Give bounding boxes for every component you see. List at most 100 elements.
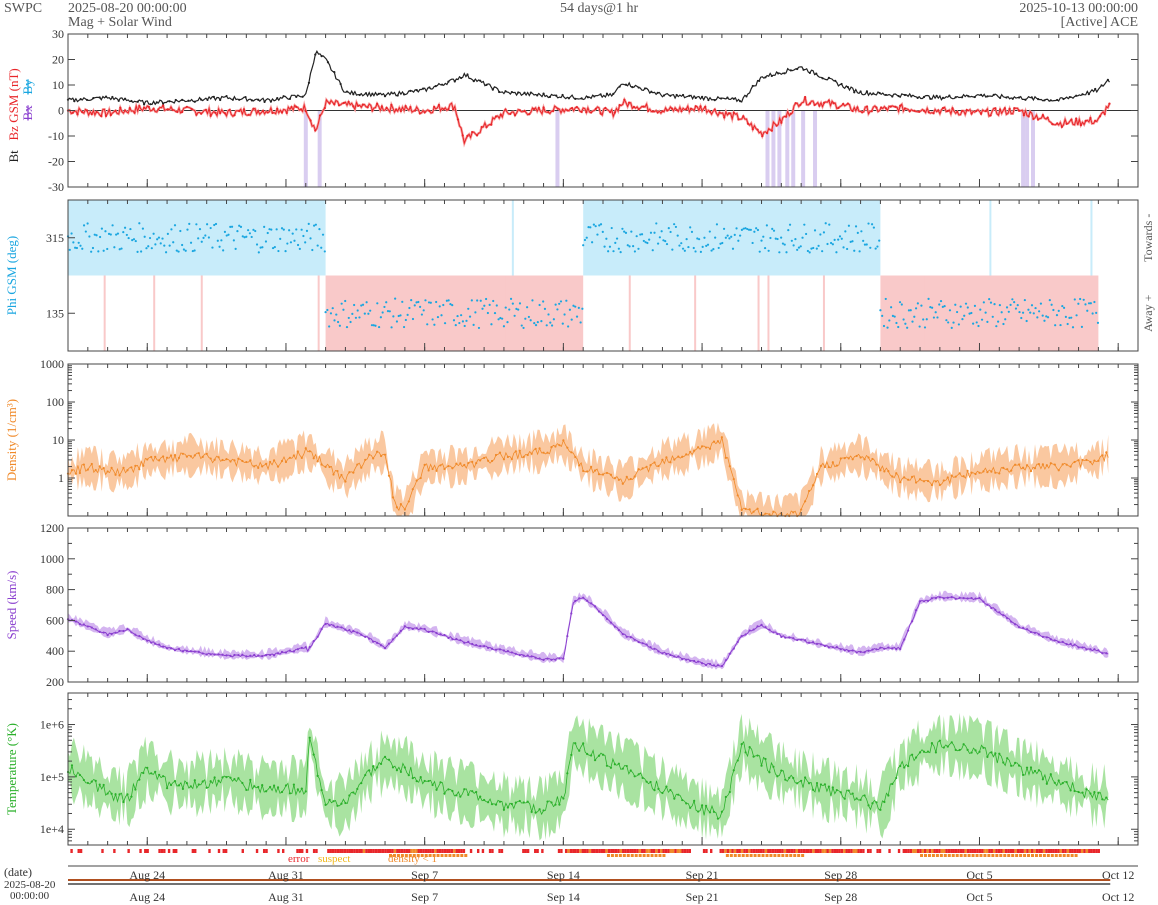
flag-mark [498, 849, 501, 853]
bt-point [897, 94, 900, 98]
temperature-point [324, 803, 327, 806]
density-point [550, 446, 553, 449]
phi-point [774, 237, 777, 240]
phi-point [874, 247, 877, 250]
flag-mark [981, 849, 984, 853]
speed-point [887, 646, 890, 649]
speed-point [883, 647, 886, 650]
density-tick-label: 1000 [40, 357, 64, 371]
flag-mark [353, 849, 356, 853]
phi-point [538, 303, 541, 307]
density-point [1029, 469, 1033, 473]
speed-point [320, 628, 323, 631]
density-point [86, 468, 89, 471]
temperature-point [86, 781, 89, 785]
flag-mark [978, 849, 982, 853]
phi-point [758, 250, 761, 253]
phi-streak [686, 200, 689, 276]
density-point [1101, 454, 1104, 457]
bt-point [383, 95, 387, 98]
speed-point [189, 650, 192, 653]
phi-point [406, 313, 409, 316]
speed-point [1025, 628, 1029, 631]
flag-mark [1047, 849, 1051, 853]
temperature-point [582, 742, 585, 745]
flag-mark [1085, 849, 1089, 853]
bz-point [271, 111, 274, 114]
speed-point [843, 649, 846, 652]
bz-point [414, 109, 417, 112]
flag-mark [781, 849, 784, 853]
density-point [158, 459, 161, 462]
density-point [918, 478, 922, 481]
density-point [479, 459, 482, 462]
density-flag-mark [614, 854, 618, 857]
axis-start-date: 2025-08-20 [4, 879, 56, 891]
temperature-point [748, 746, 751, 749]
speed-point [1093, 648, 1096, 651]
speed-point [483, 644, 486, 648]
flag-mark [752, 849, 756, 853]
density-flag-mark [448, 854, 452, 857]
temperature-ylabel: Temperature (°K) [4, 723, 19, 815]
phi-point [739, 234, 742, 237]
bz-point [371, 109, 374, 112]
bz-point [233, 114, 236, 117]
flag-mark [70, 849, 73, 853]
flag-mark [705, 849, 708, 853]
speed-point [788, 636, 791, 639]
bt-point [1030, 96, 1033, 99]
speed-point [431, 630, 434, 633]
phi-point [886, 326, 889, 329]
axis-start-time: 00:00:00 [10, 890, 50, 902]
flag-mark [607, 849, 611, 853]
temperature-point [276, 786, 280, 789]
phi-point [762, 235, 765, 238]
phi-point [735, 227, 738, 230]
bz-point [960, 109, 964, 112]
bz-point [1003, 107, 1006, 110]
phi-point [737, 239, 740, 242]
bz-point [723, 116, 726, 119]
flag-mark [591, 849, 594, 853]
bz-point [380, 105, 383, 108]
phi-point [763, 246, 767, 250]
bt-point [922, 95, 926, 99]
phi-streak [153, 275, 156, 351]
flag-mark [636, 849, 639, 853]
density-point [102, 467, 105, 470]
bt-point [979, 93, 983, 96]
bz-point [979, 112, 983, 115]
bt-point [846, 85, 850, 89]
flag-mark [919, 849, 922, 853]
phi-point [617, 247, 620, 250]
speed-point [978, 596, 981, 600]
density-flag-mark [987, 854, 991, 857]
bz-point [861, 111, 864, 114]
temperature-point [193, 779, 196, 782]
density-point [911, 475, 914, 478]
bz-point [247, 113, 250, 116]
bz-point [547, 111, 550, 114]
flag-mark [374, 849, 378, 853]
phi-point [424, 299, 427, 302]
flag-mark [1007, 849, 1010, 853]
phi-point [1095, 311, 1098, 314]
flag-mark [1033, 849, 1036, 853]
temperature-point [328, 798, 331, 801]
phi-point [181, 243, 184, 247]
speed-point [1061, 640, 1064, 644]
flag-mark [1059, 849, 1062, 853]
phi-point [977, 324, 980, 328]
density-point [490, 459, 494, 463]
bz-point [765, 131, 769, 135]
phi-point [1054, 324, 1057, 327]
speed-point [625, 635, 628, 638]
temperature-point [209, 780, 212, 783]
temperature-point [673, 797, 676, 800]
phi-point [753, 230, 756, 233]
flag-mark [410, 849, 413, 853]
flag-mark [139, 849, 142, 853]
flag-mark [603, 849, 606, 853]
speed-point [1065, 643, 1068, 646]
